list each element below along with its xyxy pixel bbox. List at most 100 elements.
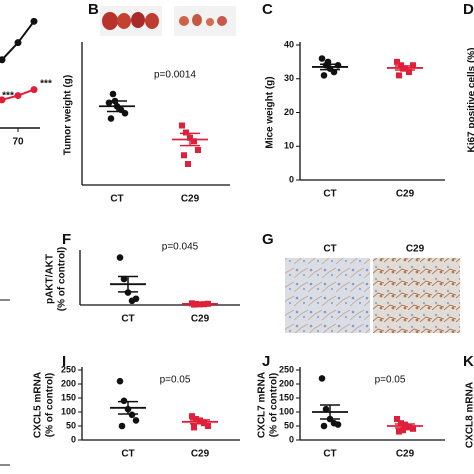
panel-letter: K bbox=[463, 353, 474, 370]
panel-letter: F bbox=[62, 231, 71, 248]
panel-letter: J bbox=[262, 353, 270, 370]
y-tick-label: 200 bbox=[279, 378, 294, 388]
data-point bbox=[406, 69, 412, 75]
data-point bbox=[400, 427, 406, 434]
x-tick-label: C29 bbox=[181, 194, 200, 205]
y-tick-label: 50 bbox=[284, 420, 294, 430]
y-axis-label: CXCL7 mRNA bbox=[257, 372, 268, 438]
data-point bbox=[410, 425, 416, 432]
line-series bbox=[0, 20, 35, 63]
image-label: C29 bbox=[406, 244, 425, 255]
data-point bbox=[120, 275, 128, 283]
data-point bbox=[132, 417, 140, 424]
x-tick-label: CT bbox=[121, 314, 134, 325]
x-tick-label: CT bbox=[323, 189, 336, 200]
panel-letter: C bbox=[262, 1, 273, 18]
y-axis-label: (% of control) bbox=[45, 373, 56, 437]
y-axis-label: pAKT/AKT bbox=[45, 254, 56, 304]
data-point bbox=[179, 122, 185, 129]
line-point bbox=[30, 17, 38, 25]
p-value: p=0.05 bbox=[160, 375, 191, 386]
data-point bbox=[193, 416, 199, 422]
line-point bbox=[0, 96, 6, 104]
y-axis-label: Ki67 positive cells (%) bbox=[467, 47, 474, 152]
data-point bbox=[394, 416, 400, 422]
p-value: p=0.045 bbox=[162, 242, 199, 253]
data-point bbox=[398, 420, 404, 427]
line-point bbox=[14, 92, 22, 100]
data-point bbox=[322, 405, 330, 413]
x-tick-label: CT bbox=[323, 449, 336, 460]
data-point bbox=[116, 377, 124, 385]
y-axis-label: Mice weight (g) bbox=[265, 76, 276, 148]
data-point bbox=[120, 397, 128, 405]
y-tick-label: 100 bbox=[279, 406, 294, 416]
x-tick-label: C29 bbox=[396, 189, 415, 200]
data-point bbox=[318, 55, 326, 62]
x-tick-label: C29 bbox=[396, 449, 415, 460]
annotation: *** bbox=[2, 91, 14, 102]
data-point bbox=[396, 428, 402, 435]
x-tick-label: CT bbox=[121, 449, 134, 460]
line-series bbox=[0, 88, 35, 102]
x-tick-label: 70 bbox=[12, 137, 24, 148]
panel-letter: B bbox=[88, 1, 99, 18]
data-point bbox=[205, 423, 211, 429]
data-point bbox=[191, 424, 197, 431]
line-point bbox=[14, 39, 22, 47]
y-tick-label: 50 bbox=[66, 420, 76, 430]
x-tick-label: C29 bbox=[191, 449, 210, 460]
p-value: p=0.05 bbox=[375, 375, 406, 386]
y-tick-label: 250 bbox=[61, 364, 76, 374]
y-tick-label: 0 bbox=[289, 434, 294, 444]
line-point bbox=[30, 86, 38, 94]
data-point bbox=[128, 411, 136, 419]
y-tick-label: 0 bbox=[71, 434, 76, 444]
y-tick-label: 100 bbox=[61, 406, 76, 416]
y-tick-label: 20 bbox=[284, 107, 294, 117]
y-tick-label: 250 bbox=[279, 364, 294, 374]
panel-letter: G bbox=[262, 231, 274, 248]
data-point bbox=[195, 147, 201, 153]
histology-c29 bbox=[373, 258, 460, 333]
y-axis-label: (% of control) bbox=[269, 373, 280, 437]
x-tick-label: CT bbox=[110, 194, 123, 205]
histology-ct bbox=[285, 258, 370, 333]
data-point bbox=[320, 422, 328, 430]
y-tick-label: 0 bbox=[289, 174, 294, 184]
data-point bbox=[118, 422, 126, 430]
y-axis-label: Tumor weight (g) bbox=[63, 75, 74, 155]
y-axis-label: CXCL8 mRNA bbox=[465, 382, 474, 448]
data-point bbox=[183, 129, 189, 136]
y-tick-label: 150 bbox=[61, 392, 76, 402]
data-point bbox=[191, 138, 197, 145]
data-point bbox=[334, 421, 342, 428]
y-tick-label: 30 bbox=[284, 73, 294, 83]
data-point bbox=[318, 375, 326, 382]
image-label: CT bbox=[323, 244, 336, 255]
y-tick-label: 40 bbox=[284, 39, 294, 49]
data-point bbox=[394, 58, 400, 65]
line-point bbox=[0, 56, 6, 64]
data-point bbox=[185, 161, 191, 167]
data-point bbox=[107, 115, 115, 122]
p-value: p=0.0014 bbox=[154, 70, 196, 81]
data-point bbox=[320, 72, 328, 79]
data-point bbox=[132, 295, 140, 303]
data-point bbox=[189, 413, 195, 420]
data-point bbox=[116, 254, 124, 261]
y-tick-label: 200 bbox=[61, 378, 76, 388]
panel-letter: I bbox=[62, 353, 66, 370]
y-tick-label: 150 bbox=[279, 392, 294, 402]
tumor-photos bbox=[100, 6, 236, 36]
data-point bbox=[109, 90, 117, 98]
data-point bbox=[181, 152, 187, 159]
x-tick-label: C29 bbox=[191, 314, 210, 325]
panel-letter: D bbox=[463, 1, 474, 18]
y-axis-label: (% of control) bbox=[57, 247, 68, 311]
data-point bbox=[396, 72, 402, 79]
annotation: *** bbox=[40, 79, 52, 90]
y-axis-label: CXCL5 mRNA bbox=[33, 372, 44, 438]
y-tick-label: 10 bbox=[284, 141, 294, 151]
